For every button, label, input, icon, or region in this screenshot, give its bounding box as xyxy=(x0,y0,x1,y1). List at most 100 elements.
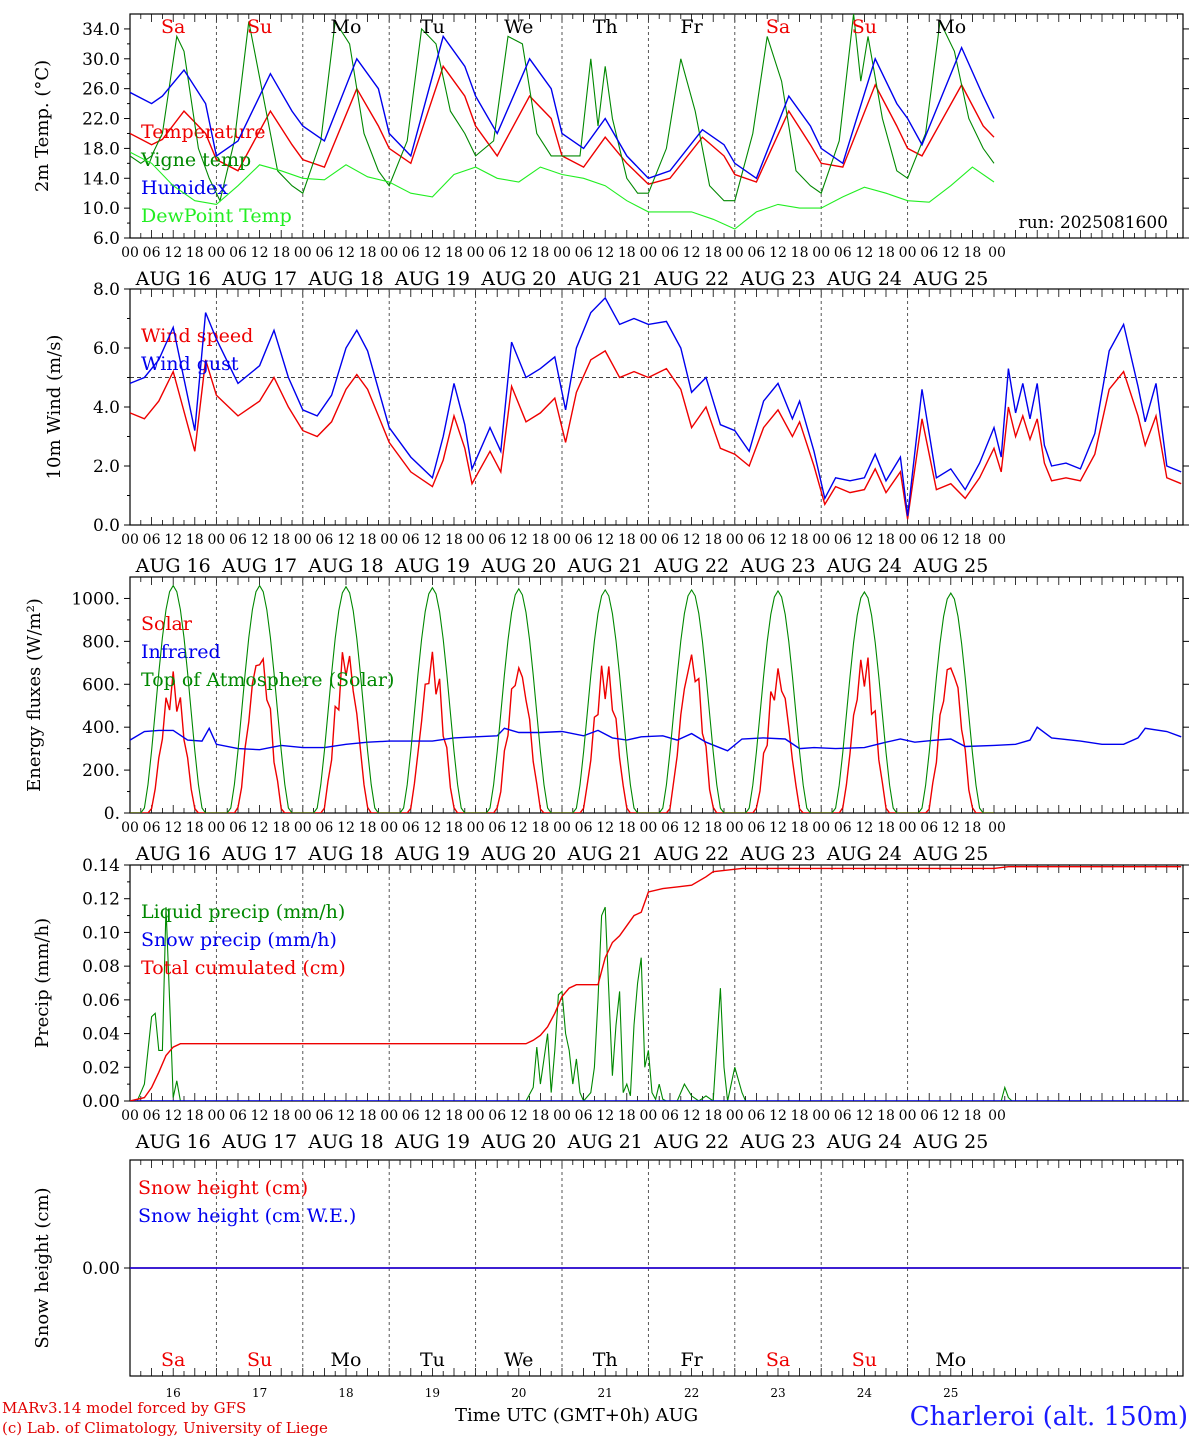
day-number-label: 20 xyxy=(511,1386,526,1400)
hour-tick-label: 06 xyxy=(402,820,420,836)
hour-tick-label: 00 xyxy=(726,532,744,548)
weekday-label: Tu xyxy=(420,1349,445,1371)
hour-tick-label: 06 xyxy=(229,820,247,836)
panel-frame xyxy=(129,576,1184,814)
weekday-label: Sa xyxy=(161,16,185,38)
hour-tick-label: 18 xyxy=(704,820,722,836)
date-label: AUG 20 xyxy=(480,843,556,865)
hour-tick-label: 06 xyxy=(747,245,765,261)
panel-flux: 0. 200. 400. 600. 800. 1000. Energy fluxes (W/… xyxy=(24,576,1189,865)
legend-entry: Wind gust xyxy=(141,353,239,375)
hour-tick-label: 00 xyxy=(207,245,225,261)
date-label: AUG 17 xyxy=(221,268,297,290)
hour-tick-label: 06 xyxy=(747,820,765,836)
time-axis-label: Time UTC (GMT+0h) AUG xyxy=(455,1405,699,1426)
date-label: AUG 22 xyxy=(653,1131,729,1153)
hour-tick-label: 18 xyxy=(618,532,636,548)
date-label: AUG 19 xyxy=(394,843,470,865)
date-label: AUG 17 xyxy=(221,555,297,577)
series-line-dewpoint-temp xyxy=(130,151,995,230)
legend-entry: Solar xyxy=(141,613,193,635)
date-label: AUG 25 xyxy=(912,268,988,290)
date-label: AUG 17 xyxy=(221,1131,297,1153)
date-label: AUG 18 xyxy=(307,555,383,577)
hour-tick-label: 12 xyxy=(596,1108,614,1124)
day-number-label: 17 xyxy=(252,1386,267,1400)
hour-tick-label: 06 xyxy=(143,532,161,548)
hour-tick-label: 00 xyxy=(988,532,1006,548)
hour-tick-label: 06 xyxy=(315,245,333,261)
hour-tick-label: 00 xyxy=(726,1108,744,1124)
hour-tick-label: 12 xyxy=(942,532,960,548)
hour-tick-label: 12 xyxy=(337,245,355,261)
hour-tick-label: 00 xyxy=(812,245,830,261)
panel-wind: 0.0 2.0 4.0 6.0 8.0 10m Wind (m/s) Wind speed W… xyxy=(44,280,1189,577)
hour-tick-label: 18 xyxy=(877,245,895,261)
legend-entry: Humidex xyxy=(141,177,228,199)
hour-tick-label: 06 xyxy=(143,820,161,836)
y-tick-label: 6.0 xyxy=(93,229,120,249)
date-label: AUG 21 xyxy=(567,555,643,577)
hour-tick-label: 00 xyxy=(207,820,225,836)
hour-tick-label: 12 xyxy=(596,820,614,836)
weekday-label: Fr xyxy=(680,1349,703,1371)
legend-entry: Top of Atmosphere (Solar) xyxy=(141,669,394,691)
hour-tick-label: 00 xyxy=(639,1108,657,1124)
hour-tick-label: 18 xyxy=(531,532,549,548)
date-label: AUG 25 xyxy=(912,555,988,577)
hour-tick-label: 18 xyxy=(272,820,290,836)
hour-tick-label: 12 xyxy=(510,1108,528,1124)
hour-tick-label: 00 xyxy=(812,1108,830,1124)
y-tick-label: 0.10 xyxy=(82,923,120,943)
hour-tick-label: 06 xyxy=(315,820,333,836)
date-label: AUG 19 xyxy=(394,268,470,290)
legend-entry: Snow height (cm W.E.) xyxy=(138,1205,356,1227)
hour-tick-label: 18 xyxy=(963,1108,981,1124)
y-tick-label: 18.0 xyxy=(82,139,120,159)
hour-tick-label: 06 xyxy=(834,532,852,548)
date-label: AUG 25 xyxy=(912,843,988,865)
hour-tick-label: 12 xyxy=(855,1108,873,1124)
hour-tick-label: 12 xyxy=(683,532,701,548)
y-axis-label: 2m Temp. (°C) xyxy=(32,60,53,192)
day-number-label: 21 xyxy=(598,1386,613,1400)
date-label: AUG 18 xyxy=(307,268,383,290)
hour-tick-label: 00 xyxy=(380,532,398,548)
date-label: AUG 20 xyxy=(480,555,556,577)
hour-tick-label: 18 xyxy=(445,532,463,548)
weekday-label: Sa xyxy=(766,16,790,38)
hour-tick-label: 06 xyxy=(488,1108,506,1124)
hour-tick-label: 06 xyxy=(920,820,938,836)
hour-tick-label: 12 xyxy=(596,245,614,261)
day-number-label: 18 xyxy=(338,1386,353,1400)
hour-tick-label: 00 xyxy=(294,820,312,836)
weekday-label: Su xyxy=(247,1349,272,1371)
date-label: AUG 23 xyxy=(739,555,815,577)
y-tick-label: 0. xyxy=(104,804,120,824)
series-line-wind-speed xyxy=(130,349,1182,520)
y-tick-label: 0.04 xyxy=(82,1025,120,1045)
weekday-label: Tu xyxy=(420,16,445,38)
y-tick-label: 400. xyxy=(82,718,120,738)
date-label: AUG 17 xyxy=(221,843,297,865)
date-label: AUG 18 xyxy=(307,1131,383,1153)
hour-tick-label: 12 xyxy=(251,532,269,548)
hour-tick-label: 18 xyxy=(272,1108,290,1124)
legend-entry: Infrared xyxy=(141,641,221,663)
y-axis-label: 10m Wind (m/s) xyxy=(44,335,65,480)
hour-tick-label: 06 xyxy=(488,532,506,548)
hour-tick-label: 18 xyxy=(186,820,204,836)
hour-tick-label: 18 xyxy=(877,820,895,836)
hour-tick-label: 00 xyxy=(988,820,1006,836)
hour-tick-label: 12 xyxy=(683,245,701,261)
series-line-humidex xyxy=(130,34,995,180)
hour-tick-label: 18 xyxy=(791,245,809,261)
date-label: AUG 21 xyxy=(567,843,643,865)
panel-precip: 0.00 0.02 0.04 0.06 0.08 0.10 0.12 0.14 Precip (… xyxy=(32,856,1189,1153)
weekday-label: Mo xyxy=(935,1349,966,1371)
date-label: AUG 24 xyxy=(826,843,902,865)
hour-tick-label: 12 xyxy=(251,245,269,261)
hour-tick-label: 18 xyxy=(531,820,549,836)
hour-tick-label: 00 xyxy=(121,820,139,836)
